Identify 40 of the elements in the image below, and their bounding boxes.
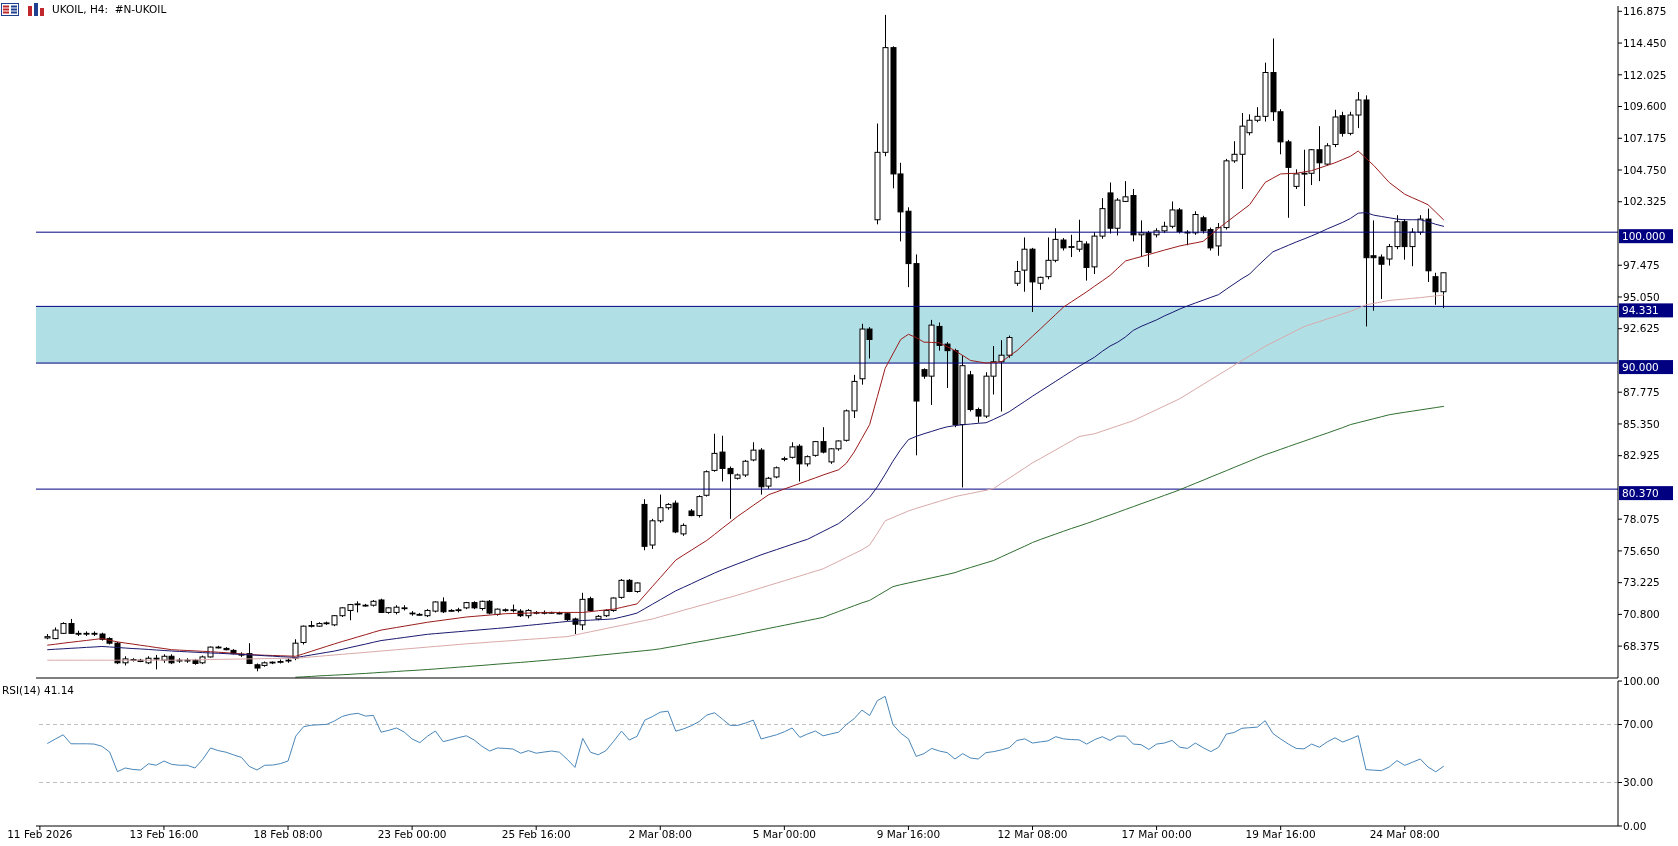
chart-title: UKOIL, H4: #N-UKOIL: [52, 3, 167, 16]
y-tick-label: 97.475: [1623, 258, 1660, 271]
x-tick-label: 5 Mar 00:00: [752, 828, 817, 841]
y-tick-label: 87.775: [1623, 385, 1660, 398]
y-tick-label: 30.00: [1623, 776, 1654, 789]
y-tick-label: 0.00: [1623, 819, 1647, 832]
ref-line-label: 90.000: [1622, 361, 1659, 374]
y-tick-label: 92.625: [1623, 322, 1660, 335]
y-tick-label: 85.350: [1623, 417, 1660, 430]
y-tick-label: 78.075: [1623, 512, 1660, 525]
x-tick-label: 19 Mar 16:00: [1245, 828, 1316, 841]
x-tick-label: 24 Mar 08:00: [1369, 828, 1440, 841]
ref-line-label: 80.370: [1622, 487, 1659, 500]
ref-line-label: 94.331: [1622, 304, 1659, 317]
y-tick-label: 68.375: [1623, 639, 1660, 652]
y-tick-label: 116.875: [1623, 5, 1667, 18]
x-tick-label: 25 Feb 16:00: [501, 828, 571, 841]
x-tick-label: 18 Feb 08:00: [253, 828, 323, 841]
x-tick-label: 12 Mar 08:00: [997, 828, 1068, 841]
x-tick-label: 23 Feb 00:00: [377, 828, 447, 841]
y-tick-label: 95.050: [1623, 290, 1660, 303]
y-tick-label: 112.025: [1623, 68, 1667, 81]
x-tick-label: 2 Mar 08:00: [628, 828, 692, 841]
y-tick-label: 82.925: [1623, 449, 1660, 462]
x-tick-label: 17 Mar 00:00: [1121, 828, 1192, 841]
ref-line-label: 100.000: [1622, 230, 1666, 243]
y-tick-label: 73.225: [1623, 576, 1660, 589]
x-tick-label: 13 Feb 16:00: [129, 828, 199, 841]
y-tick-label: 107.175: [1623, 131, 1667, 144]
y-tick-label: 109.600: [1623, 100, 1667, 113]
y-tick-label: 104.750: [1623, 163, 1667, 176]
y-tick-label: 114.450: [1623, 36, 1667, 49]
y-tick-label: 100.00: [1623, 674, 1660, 687]
y-tick-label: 70.800: [1623, 608, 1660, 621]
y-tick-label: 75.650: [1623, 544, 1660, 557]
chart-title: RSI(14) 41.14: [2, 684, 75, 697]
y-tick-label: 70.00: [1623, 718, 1654, 731]
x-tick-label: 9 Mar 16:00: [876, 828, 941, 841]
y-tick-label: 102.325: [1623, 195, 1667, 208]
x-tick-label: 11 Feb 2026: [7, 828, 73, 841]
